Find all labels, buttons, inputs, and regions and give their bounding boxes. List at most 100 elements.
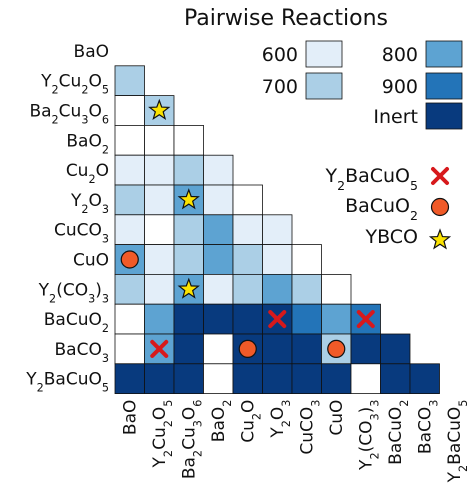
legend-swatch-800 [425, 40, 463, 68]
marker-legend-circle-icon [430, 197, 450, 217]
cell-r7-c6 [291, 244, 322, 275]
circle-marker-r10-c7 [327, 339, 346, 358]
cell-r3-c0 [114, 125, 145, 156]
circle-marker-r7-c0 [120, 250, 139, 269]
cell-r11-c2 [173, 363, 204, 394]
cell-r10-c8 [350, 333, 381, 365]
cell-r6-c2 [173, 214, 204, 246]
cell-r7-c4 [232, 244, 263, 275]
column-label-baco3: BaCO3 [416, 400, 441, 454]
legend-swatch-700 [305, 72, 343, 100]
row-label-y2bacuo5: Y2BaCuO5 [25, 370, 109, 395]
row-label-baco3: BaCO3 [55, 340, 109, 365]
chart-title: Pairwise Reactions [184, 6, 388, 31]
cell-r11-c9 [380, 363, 411, 394]
legend-label-800: 800 [382, 44, 418, 66]
column-label-y2bacuo5: Y2BaCuO5 [445, 400, 470, 484]
marker-legend-x-icon [431, 167, 449, 185]
marker-legend-label-y2bacuo5: Y2BaCuO5 [324, 165, 418, 193]
marker-legend-label-ybco: YBCO [364, 226, 418, 248]
column-label-bacuo2: BaCuO2 [386, 400, 411, 465]
cell-r10-c0 [114, 333, 145, 365]
cell-r8-c0 [114, 273, 145, 305]
cell-r9-c6 [291, 303, 322, 335]
cell-r7-c2 [173, 244, 204, 275]
marker-legend-star-icon [428, 228, 452, 250]
row-label-cuco3: CuCO3 [54, 221, 109, 246]
cell-r11-c10 [409, 363, 440, 394]
cell-r9-c2 [173, 303, 204, 335]
cell-r7-c0 [114, 244, 145, 275]
heatmap-cells [114, 65, 440, 394]
row-label-cuo: CuO [73, 251, 109, 271]
cell-r4-c3 [203, 154, 234, 186]
cell-r8-c4 [232, 273, 263, 305]
cell-r6-c5 [262, 214, 293, 246]
column-label-bao: BaO [121, 400, 141, 435]
column-label-cuco3: CuCO3 [298, 400, 323, 455]
cell-r5-c4 [232, 184, 263, 216]
column-label-y2cu2o5: Y2Cu2O5 [150, 400, 175, 469]
cell-r6-c0 [114, 214, 145, 246]
cell-r8-c7 [321, 273, 352, 305]
row-labels: BaO Y2Cu2O5 Ba2Cu3O6 BaO2 Cu2O Y2O3 CuCO3 CuO Y2… [25, 42, 109, 394]
cell-r8-c1 [144, 273, 175, 305]
row-label-bacuo2: BaCuO2 [44, 310, 109, 335]
cell-r8-c6 [291, 273, 322, 305]
cell-r3-c1 [144, 125, 175, 156]
star-marker-r5-c2 [177, 188, 200, 210]
cell-r11-c4 [232, 363, 263, 394]
cell-r8-c5 [262, 273, 293, 305]
row-label-bao: BaO [74, 42, 109, 62]
cell-r11-c1 [144, 363, 175, 394]
legend-label-600: 600 [262, 44, 298, 66]
column-label-bao2: BaO2 [209, 400, 234, 443]
cell-r4-c0 [114, 154, 145, 186]
cell-r2-c0 [114, 95, 145, 126]
cell-r11-c3 [203, 363, 234, 394]
row-label-bao2: BaO2 [66, 131, 109, 156]
row-label-y2o3: Y2O3 [70, 191, 109, 216]
row-label-y2cu2o5: Y2Cu2O5 [40, 72, 109, 97]
legend-label-900: 900 [382, 76, 418, 98]
cell-r11-c8 [350, 363, 381, 394]
cell-r1-c0 [114, 65, 145, 97]
row-label-cu2o: Cu2O [66, 161, 109, 186]
legend-swatch-inert [425, 102, 463, 130]
cell-r11-c6 [291, 363, 322, 394]
column-label-y2o3: Y2O3 [268, 400, 293, 439]
legend-label-inert: Inert [373, 106, 418, 128]
cell-r4-c2 [173, 154, 204, 186]
cell-r6-c4 [232, 214, 263, 246]
cell-r9-c3 [203, 303, 234, 335]
legend-swatch-900 [425, 72, 463, 100]
cell-r10-c5 [262, 333, 293, 365]
cell-r10-c2 [173, 333, 204, 365]
heatmap-markers [120, 98, 375, 358]
color-legend: 600 700 800 900 Inert [262, 40, 463, 130]
cell-r8-c3 [203, 273, 234, 305]
cell-r10-c3 [203, 333, 234, 365]
cell-r9-c0 [114, 303, 145, 335]
cell-r10-c9 [380, 333, 411, 365]
cell-r11-c0 [114, 363, 145, 394]
cell-r5-c3 [203, 184, 234, 216]
cell-r11-c7 [321, 363, 352, 394]
marker-legend-label-bacuo2: BaCuO2 [345, 195, 418, 223]
cell-r4-c1 [144, 154, 175, 186]
legend-swatch-600 [305, 40, 343, 68]
cell-r11-c5 [262, 363, 293, 394]
legend-label-700: 700 [262, 76, 298, 98]
column-label-ba2cu3o6: Ba2Cu3O6 [180, 400, 205, 480]
star-marker-r8-c2 [177, 277, 200, 299]
column-label-cuo: CuO [327, 400, 347, 436]
circle-marker-r10-c4 [238, 339, 257, 358]
row-label-y2-co3-3: Y2(CO3)3 [38, 280, 109, 305]
cell-r6-c3 [203, 214, 234, 246]
cell-r5-c1 [144, 184, 175, 216]
cell-r9-c7 [321, 303, 352, 335]
x-marker-r9-c8 [356, 310, 375, 329]
cell-r7-c1 [144, 244, 175, 275]
